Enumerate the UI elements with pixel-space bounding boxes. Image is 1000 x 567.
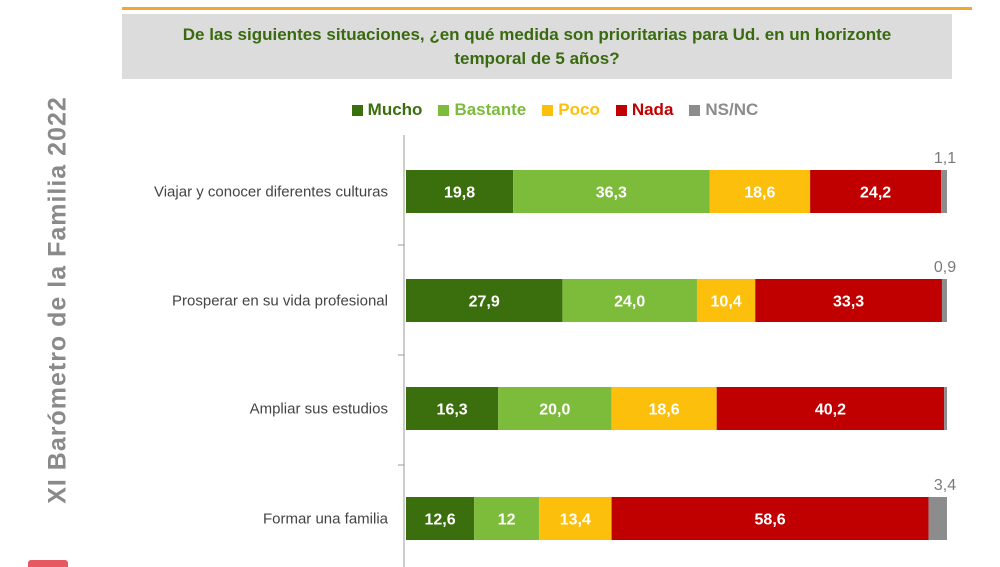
bar-segment-poco: [709, 170, 811, 213]
legend-item-nada: Nada: [615, 100, 674, 120]
data-label: 36,3: [596, 185, 627, 202]
header-rule: [122, 7, 972, 10]
category-label: Prosperar en su vida profesional: [172, 293, 388, 310]
bar-segment-nsnc: [928, 497, 947, 540]
legend-item-nsnc: NS/NC: [689, 100, 758, 120]
data-label: 1,1: [934, 150, 956, 167]
bar-segment-poco: [696, 279, 756, 322]
data-label: 16,3: [437, 402, 468, 419]
data-label: 33,3: [833, 294, 864, 311]
data-label: 19,8: [444, 185, 475, 202]
bar-segment-nada: [611, 497, 929, 540]
data-label: 20,0: [539, 402, 570, 419]
data-label: 58,6: [755, 512, 786, 529]
legend-label: Bastante: [454, 100, 527, 119]
legend-label: Mucho: [367, 100, 423, 119]
category-label: Ampliar sus estudios: [250, 401, 388, 418]
bar-segment-poco: [539, 497, 612, 540]
data-label: 24,0: [614, 294, 645, 311]
category-label: Formar una familia: [263, 511, 389, 528]
bar-segment-mucho: [406, 170, 514, 213]
logo-fragment: [28, 560, 68, 567]
bar-segment-mucho: [406, 387, 499, 430]
data-label: 13,4: [560, 512, 591, 529]
data-label: 10,4: [711, 294, 742, 311]
legend-label: Poco: [558, 100, 600, 119]
legend-swatch: [542, 104, 554, 116]
legend-item-mucho: Mucho: [351, 100, 423, 120]
bar-segment-mucho: [406, 497, 475, 540]
legend-item-poco: Poco: [542, 100, 600, 120]
data-label: 18,6: [744, 185, 775, 202]
data-label: 40,2: [815, 402, 846, 419]
legend-swatch: [351, 104, 363, 116]
legend-swatch: [438, 104, 450, 116]
legend: Mucho Bastante Poco Nada NS/NC: [0, 100, 1000, 120]
data-label: 27,9: [469, 294, 500, 311]
legend-item-bastante: Bastante: [438, 100, 526, 120]
legend-swatch: [615, 104, 627, 116]
category-label: Viajar y conocer diferentes culturas: [154, 184, 388, 201]
data-label: 12: [498, 512, 516, 529]
bar-segment-nada: [810, 170, 942, 213]
bar-segment-bastante: [474, 497, 540, 540]
legend-swatch: [689, 104, 701, 116]
data-label: 18,6: [648, 402, 679, 419]
legend-label: Nada: [631, 100, 674, 119]
data-label: 3,4: [934, 477, 956, 494]
data-label: 12,6: [425, 512, 456, 529]
chart-title: De las siguientes situaciones, ¿en qué m…: [182, 24, 892, 68]
data-label: 24,2: [860, 185, 891, 202]
bar-segment-bastante: [513, 170, 710, 213]
bar-segment-nsnc: [941, 170, 947, 213]
bar-segment-poco: [611, 387, 717, 430]
bar-segment-nsnc: [941, 279, 947, 322]
title-box: De las siguientes situaciones, ¿en qué m…: [122, 14, 952, 79]
bar-segment-bastante: [498, 387, 612, 430]
legend-label: NS/NC: [705, 100, 759, 119]
bar-segment-nada: [755, 279, 942, 322]
bar-segment-bastante: [562, 279, 697, 322]
bar-segment-mucho: [406, 279, 563, 322]
data-label: 0,9: [934, 259, 956, 276]
bar-segment-nada: [716, 387, 945, 430]
bar-segment-nsnc: [944, 387, 947, 430]
